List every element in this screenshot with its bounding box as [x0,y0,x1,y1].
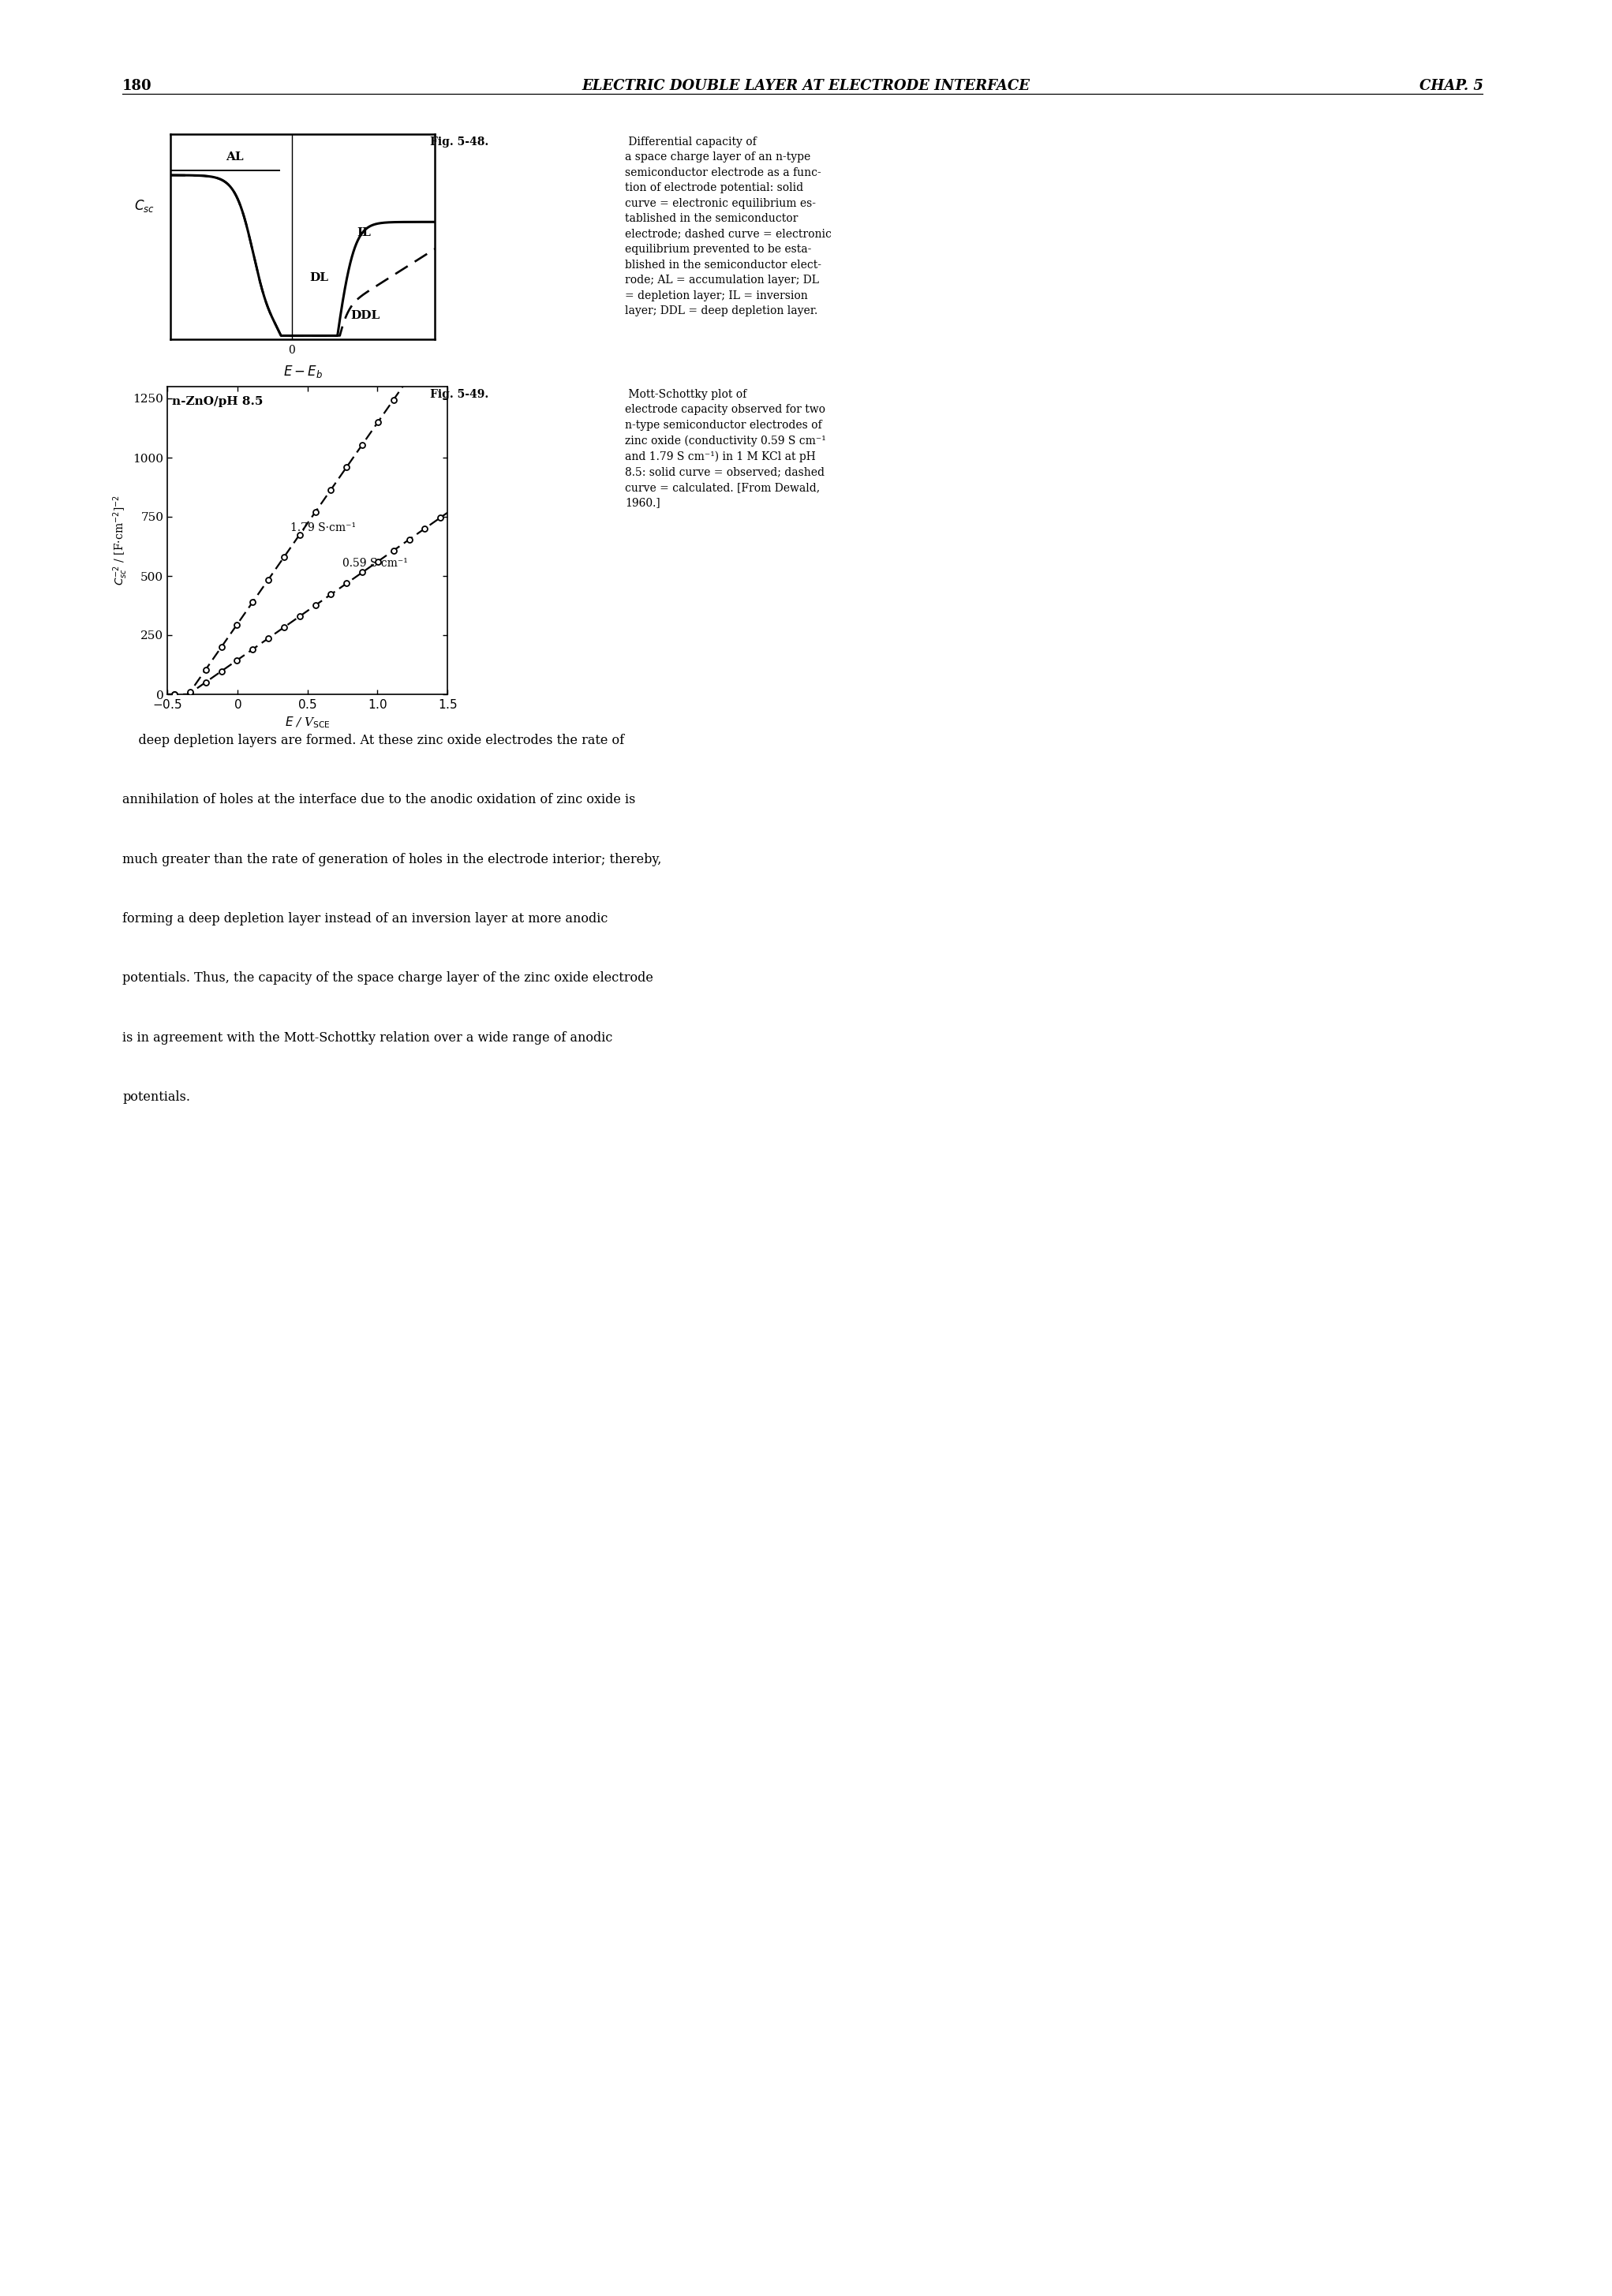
Text: IL: IL [356,227,371,239]
Text: $C_{sc}$: $C_{sc}$ [134,197,155,214]
Text: much greater than the rate of generation of holes in the electrode interior; the: much greater than the rate of generation… [123,852,661,866]
Text: 0: 0 [289,344,295,356]
Text: 1.79 S·cm⁻¹: 1.79 S·cm⁻¹ [290,521,356,533]
Text: potentials. Thus, the capacity of the space charge layer of the zinc oxide elect: potentials. Thus, the capacity of the sp… [123,971,653,985]
Y-axis label: $C_{sc}^{-2}$ / [F$\cdot$cm$^{-2}$]$^{-2}$: $C_{sc}^{-2}$ / [F$\cdot$cm$^{-2}$]$^{-2… [111,496,129,585]
Text: Mott-Schottky plot of
electrode capacity observed for two
n-type semiconductor e: Mott-Schottky plot of electrode capacity… [625,388,825,507]
Text: annihilation of holes at the interface due to the anodic oxidation of zinc oxide: annihilation of holes at the interface d… [123,792,635,806]
Text: potentials.: potentials. [123,1091,190,1104]
Text: ELECTRIC DOUBLE LAYER AT ELECTRODE INTERFACE: ELECTRIC DOUBLE LAYER AT ELECTRODE INTER… [582,78,1030,94]
Text: $E - E_b$: $E - E_b$ [284,363,322,379]
Text: DL: DL [310,273,329,282]
Text: is in agreement with the Mott-Schottky relation over a wide range of anodic: is in agreement with the Mott-Schottky r… [123,1031,613,1045]
Text: Fig. 5-48.: Fig. 5-48. [430,135,488,147]
Text: 0.59 S·cm⁻¹: 0.59 S·cm⁻¹ [342,558,408,569]
Text: AL: AL [226,152,243,163]
X-axis label: $E$ / V$_\mathrm{SCE}$: $E$ / V$_\mathrm{SCE}$ [285,714,330,730]
Text: DDL: DDL [350,310,380,321]
Text: CHAP. 5: CHAP. 5 [1420,78,1483,94]
Text: Differential capacity of
a space charge layer of an n-type
semiconductor electro: Differential capacity of a space charge … [625,135,832,317]
Text: forming a deep depletion layer instead of an inversion layer at more anodic: forming a deep depletion layer instead o… [123,912,608,925]
Text: n-ZnO/pH 8.5: n-ZnO/pH 8.5 [171,397,263,406]
Text: 180: 180 [123,78,152,94]
Text: Fig. 5-49.: Fig. 5-49. [430,388,488,400]
Text: deep depletion layers are formed. At these zinc oxide electrodes the rate of: deep depletion layers are formed. At the… [123,735,624,746]
